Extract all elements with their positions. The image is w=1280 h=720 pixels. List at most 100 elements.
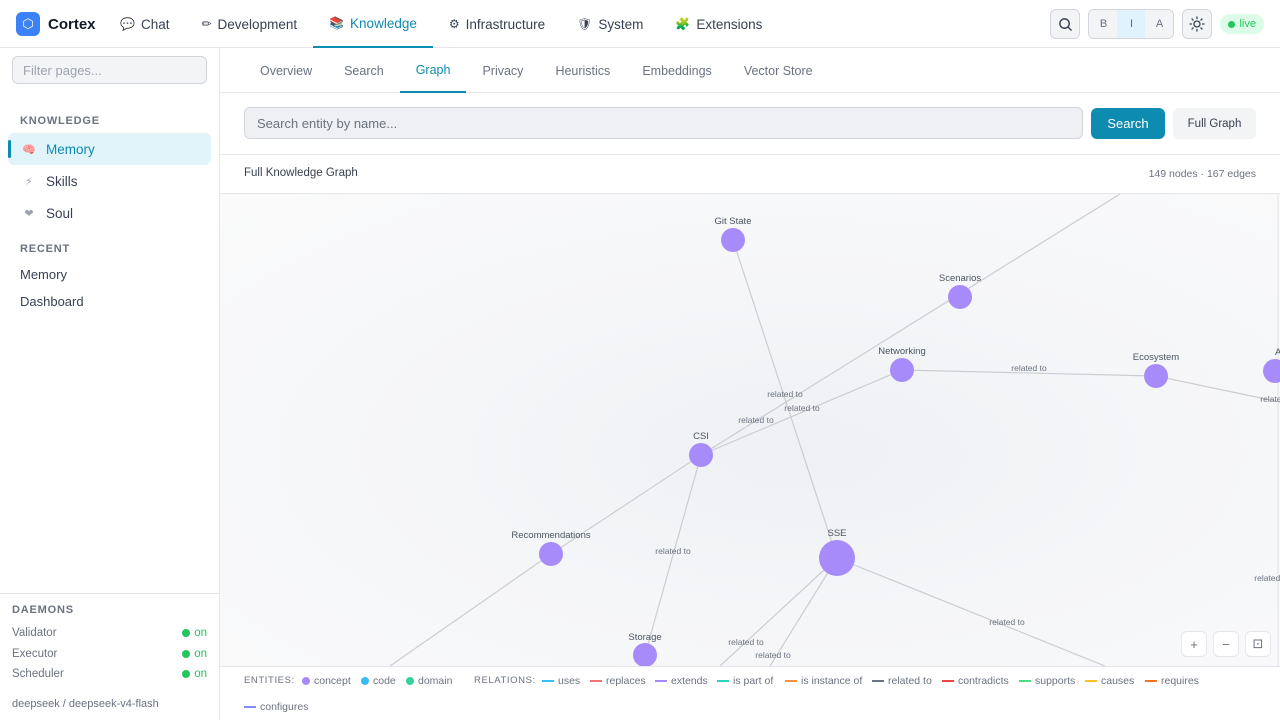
graph-edge: [550, 454, 702, 555]
filter-pages-input[interactable]: [12, 56, 207, 84]
zoom-out-button[interactable]: −: [1213, 631, 1239, 657]
nav-chat[interactable]: 💬 Chat: [104, 0, 185, 48]
mode-toggle: B I A: [1088, 9, 1175, 39]
fit-view-button[interactable]: ⊡: [1245, 631, 1271, 657]
cortex-logo-icon: ⬡: [16, 12, 40, 36]
node-ar[interactable]: [1263, 359, 1280, 383]
recent-item-memory[interactable]: Memory: [20, 267, 67, 282]
entity-search-input[interactable]: [244, 107, 1083, 139]
node-git-state[interactable]: [721, 228, 745, 252]
tab-search[interactable]: Search: [344, 63, 384, 78]
nav-label: Chat: [140, 16, 170, 32]
graph-edge: [700, 194, 1121, 456]
graph-edge: [644, 454, 702, 656]
sidebar-item-label: Memory: [46, 141, 95, 157]
legend-item-label: is part of: [733, 675, 774, 687]
node-ecosystem[interactable]: [1144, 364, 1168, 388]
graph-edge: [769, 557, 838, 666]
brand[interactable]: ⬡ Cortex: [16, 12, 96, 36]
legend-item-label: concept: [314, 675, 351, 687]
brain-icon: 🧠: [22, 143, 36, 156]
nav-system[interactable]: 🛡 System: [561, 0, 659, 48]
recent-item-dashboard[interactable]: Dashboard: [20, 294, 84, 309]
daemon-status: on: [182, 668, 207, 680]
knowledge-subtabs: Overview Search Graph Privacy Heuristics…: [220, 48, 1280, 93]
node-label: SSE: [827, 528, 846, 539]
legend-item-label: supports: [1035, 675, 1076, 687]
relation-line-icon: [655, 680, 667, 682]
legend-relation-causes: causes: [1085, 675, 1134, 687]
status-dot-icon: [182, 650, 191, 658]
nav-extensions[interactable]: 🧩 Extensions: [659, 0, 778, 48]
top-bar: ⬡ Cortex 💬 Chat ✏ Development 📚 Knowledge ⚙…: [0, 0, 1280, 48]
node-label: Git State: [715, 216, 752, 227]
node-label: Ecosystem: [1133, 352, 1180, 363]
node-networking[interactable]: [890, 358, 914, 382]
nav-infrastructure[interactable]: ⚙ Infrastructure: [433, 0, 561, 48]
node-csi[interactable]: [689, 443, 713, 467]
zoom-in-button[interactable]: +: [1181, 631, 1207, 657]
daemon-row-validator: Validator on: [12, 627, 207, 639]
node-recommendations[interactable]: [539, 542, 563, 566]
entity-dot-icon: [361, 677, 369, 685]
node-sse[interactable]: [819, 540, 855, 576]
daemon-name: Executor: [12, 648, 58, 660]
legend-item-label: code: [373, 675, 396, 687]
sidebar-item-skills[interactable]: ⚡ Skills: [8, 165, 211, 197]
legend-relation-supports: supports: [1019, 675, 1075, 687]
tab-vector-store[interactable]: Vector Store: [743, 63, 813, 78]
legend-relation-contradicts: contradicts: [942, 675, 1009, 687]
entity-dot-icon: [302, 677, 310, 685]
global-search-button[interactable]: [1050, 9, 1081, 39]
live-label: live: [1239, 18, 1256, 30]
graph-edge: [700, 369, 903, 456]
tab-privacy[interactable]: Privacy: [482, 63, 524, 78]
sidebar-item-soul[interactable]: ❤ Soul: [8, 197, 211, 229]
edge-label: related to: [1260, 394, 1280, 404]
section-label-daemons: DAEMONS: [12, 604, 74, 616]
relation-line-icon: [942, 680, 954, 682]
daemon-row-scheduler: Scheduler on: [12, 668, 207, 680]
daemon-name: Validator: [12, 627, 57, 639]
edge-label: related to: [728, 637, 764, 647]
sidebar-item-memory[interactable]: 🧠 Memory: [8, 133, 211, 165]
node-scenarios[interactable]: [948, 285, 972, 309]
graph-edge: [901, 369, 1157, 377]
relation-line-icon: [785, 680, 797, 682]
nav-label: Knowledge: [350, 15, 417, 31]
relation-line-icon: [717, 680, 729, 682]
search-button[interactable]: Search: [1091, 108, 1165, 139]
graph-edge: [389, 553, 552, 666]
nav-knowledge[interactable]: 📚 Knowledge: [313, 0, 433, 48]
theme-toggle-button[interactable]: [1182, 9, 1213, 39]
node-storage[interactable]: [633, 643, 657, 666]
search-icon: [1059, 17, 1072, 31]
mode-i-button[interactable]: I: [1117, 10, 1146, 38]
relation-line-icon: [244, 706, 256, 708]
graph-canvas[interactable]: related to related to related to related…: [220, 194, 1280, 666]
knowledge-graph-svg[interactable]: related to related to related to related…: [220, 194, 1280, 666]
status-dot-icon: [182, 629, 191, 637]
legend-relations-label: RELATIONS:: [474, 675, 536, 686]
legend-item-label: is instance of: [801, 675, 863, 687]
tab-overview[interactable]: Overview: [260, 63, 313, 78]
legend-relation-is-part-of: is part of: [717, 675, 773, 687]
node-label: Networking: [878, 346, 926, 357]
relation-line-icon: [1085, 680, 1097, 682]
nav-label: Extensions: [696, 16, 763, 32]
mode-a-button[interactable]: A: [1145, 10, 1174, 38]
node-label: Storage: [628, 632, 661, 643]
daemons-panel: [0, 593, 219, 594]
node-label: AR: [1275, 347, 1280, 358]
full-graph-button[interactable]: Full Graph: [1173, 108, 1256, 139]
tab-embeddings[interactable]: Embeddings: [642, 63, 712, 78]
nav-development[interactable]: ✏ Development: [185, 0, 313, 48]
graph-stats: 149 nodes · 167 edges: [1148, 168, 1256, 180]
relation-line-icon: [1145, 680, 1157, 682]
tab-graph[interactable]: Graph: [399, 48, 467, 93]
tab-heuristics[interactable]: Heuristics: [555, 63, 611, 78]
legend-item-label: domain: [418, 675, 453, 687]
lightning-icon: ⚡: [25, 175, 33, 188]
mode-b-button[interactable]: B: [1089, 10, 1118, 38]
legend-item-label: related to: [888, 675, 932, 687]
